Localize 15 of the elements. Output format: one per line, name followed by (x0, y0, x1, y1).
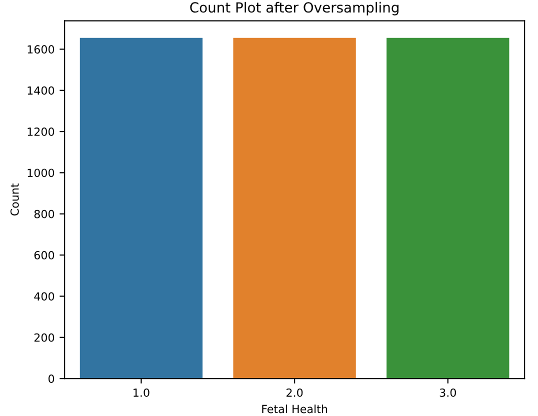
chart-title: Count Plot after Oversampling (190, 2, 398, 16)
y-tick-label: 1600 (28, 45, 54, 54)
y-axis-title: Count (10, 183, 19, 216)
y-tick-label: 1400 (28, 86, 54, 95)
y-tick-label: 0 (48, 374, 54, 383)
x-axis-title: Fetal Health (262, 404, 328, 414)
x-tick-label: 2.0 (286, 388, 303, 397)
y-tick-label: 200 (34, 333, 54, 342)
x-tick-label: 3.0 (440, 388, 456, 397)
y-tick-label: 1200 (28, 128, 54, 136)
y-tick-label: 1000 (28, 168, 54, 178)
y-tick-label: 800 (34, 210, 54, 218)
y-tick-label: 600 (34, 251, 54, 260)
y-tick-label: 400 (34, 292, 54, 301)
x-tick-label: 1.0 (134, 388, 150, 397)
